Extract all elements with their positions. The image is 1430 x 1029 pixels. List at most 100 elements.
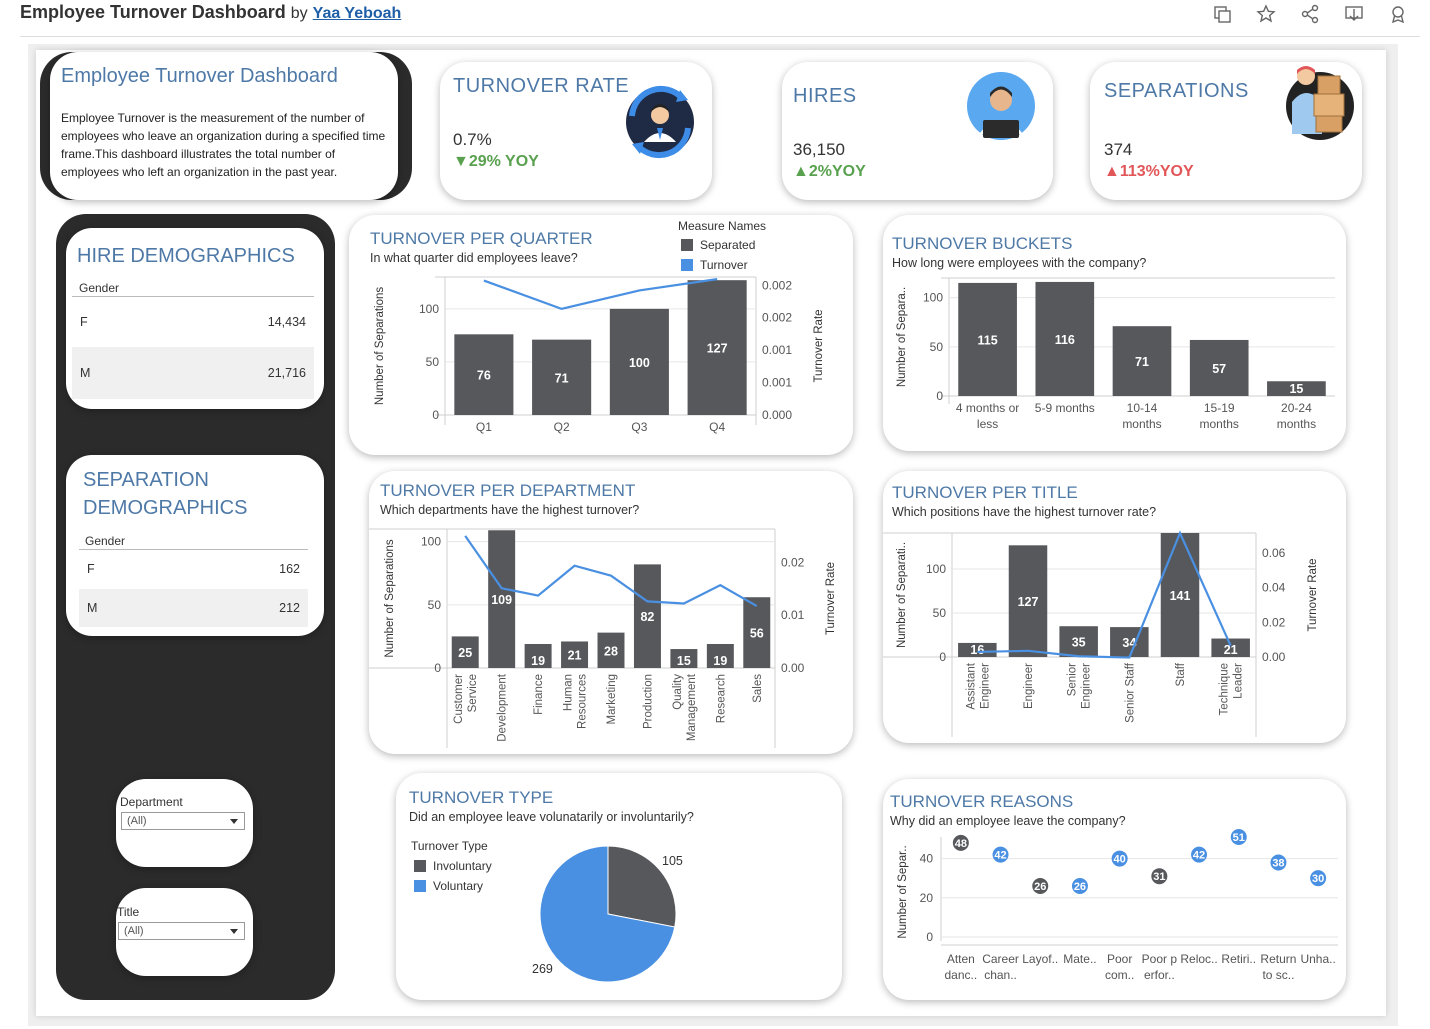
type-chart: 105 269 (532, 845, 683, 983)
x-tick-label: months (1122, 417, 1161, 431)
x-tick-label: Engineer (979, 663, 991, 709)
y2-tick-label: 0.001 (762, 376, 792, 390)
turnover-rate-line (483, 278, 718, 310)
quarter-legend-turnover: Turnover (700, 258, 748, 272)
x-tick-label: Customer (453, 674, 465, 724)
turnover-cycle-icon (626, 85, 694, 159)
title-chart-title: TURNOVER PER TITLE (892, 483, 1078, 502)
y2-tick-label: 0.04 (1262, 581, 1286, 595)
bar-value-label: 21 (1224, 643, 1238, 657)
type-legend-title: Turnover Type (411, 839, 488, 853)
x-tick-label: Poor p (1142, 952, 1178, 966)
bar (706, 643, 734, 668)
badge-icon[interactable] (1388, 4, 1408, 24)
table-row: F 162 (79, 550, 308, 588)
y-tick-label: 50 (933, 606, 947, 620)
buckets-chart: 0 50 100 Number of Separa.. 115 116 71 57 15 4 mo… (896, 277, 1335, 431)
bar-value-label: 56 (750, 627, 764, 641)
bar (454, 334, 514, 415)
y2-tick-label: 0.01 (781, 608, 805, 622)
hire-demographics-header: Gender (79, 281, 120, 295)
x-tick-label: Engineer (1081, 663, 1093, 709)
bar (743, 597, 771, 668)
title-filter-select[interactable]: (All) (118, 922, 245, 940)
bar (1008, 545, 1048, 657)
y-tick-label: 0 (434, 661, 441, 675)
y2-tick-label: 0.001 (762, 343, 792, 357)
kpi-hires-title: HIRES (793, 85, 857, 107)
type-legend-voluntary: Voluntary (433, 879, 484, 893)
kpi-separations-value: 374 (1104, 140, 1133, 159)
y-tick-label: 50 (428, 598, 442, 612)
x-tick-label: danc.. (944, 968, 977, 982)
y-tick-label: 100 (926, 562, 946, 576)
point-value-label: 31 (1153, 871, 1165, 883)
y2-tick-label: 0.02 (781, 555, 805, 569)
department-chart-title: TURNOVER PER DEPARTMENT (380, 481, 636, 500)
separation-gender-f-value: 162 (279, 562, 300, 576)
intro-card: Employee Turnover Dashboard Employee Tur… (50, 52, 398, 200)
x-tick-label: Q2 (554, 420, 570, 434)
y-tick-label: 50 (426, 355, 440, 369)
point-value-label: 42 (994, 850, 1006, 862)
point-value-label: 40 (1114, 854, 1126, 866)
hire-gender-m-label: M (80, 366, 91, 380)
author-link[interactable]: Yaa Yeboah (312, 5, 402, 22)
scatter-point (1032, 878, 1049, 895)
x-tick-label: Layof.. (1022, 952, 1058, 966)
scatter-point (952, 834, 969, 851)
bar (1267, 381, 1326, 396)
scatter-point (1071, 878, 1088, 895)
bar-value-label: 15 (1289, 382, 1303, 396)
y-axis-label: Number of Separ.. (897, 845, 909, 938)
separation-demographics-title-line1: SEPARATION (83, 469, 209, 491)
share-icon[interactable] (1300, 4, 1320, 24)
y-tick-label: 0 (936, 389, 943, 403)
x-tick-label: Marketing (606, 674, 618, 725)
kpi-turnover-rate-yoy: ▼29% YOY (453, 153, 539, 170)
separation-demographics-rule (79, 549, 308, 550)
x-tick-label: Mate.. (1063, 952, 1096, 966)
star-icon[interactable] (1256, 4, 1276, 24)
top-bar: Employee Turnover Dashboard by Yaa Yeboa… (0, 0, 1430, 37)
x-tick-label: Retiri.. (1221, 952, 1256, 966)
bar (1211, 638, 1250, 657)
bar (687, 280, 747, 415)
x-tick-label: com.. (1105, 968, 1134, 982)
x-tick-label: less (977, 417, 998, 431)
table-row: M 21,716 (72, 347, 314, 399)
copy-icon[interactable] (1212, 4, 1232, 24)
legend-swatch-involuntary (414, 860, 426, 872)
hire-demographics-card: HIRE DEMOGRAPHICS Gender F 14,434 M 21,7… (66, 228, 324, 409)
title-filter-card: Title (All) (116, 888, 253, 976)
separation-gender-m-label: M (87, 601, 98, 615)
department-filter-value: (All) (127, 815, 147, 827)
separation-gender-f-label: F (87, 562, 95, 576)
bar-value-label: 109 (491, 593, 512, 607)
bar (561, 641, 589, 668)
y-axis-label: Number of Separations (384, 539, 396, 658)
x-tick-label: 20-24 (1281, 401, 1312, 415)
download-icon[interactable] (1344, 4, 1364, 24)
viz-title-text: Employee Turnover Dashboard (20, 2, 286, 22)
bar-value-label: 15 (677, 654, 691, 668)
y-tick-label: 100 (923, 291, 943, 305)
scatter-point (1270, 854, 1287, 871)
department-filter-select[interactable]: (All) (121, 812, 245, 830)
bar (958, 642, 997, 657)
scatter-point (1310, 870, 1327, 887)
turnover-reasons-card: TURNOVER REASONS Why did an employee lea… (883, 779, 1346, 1000)
y2-tick-label: 0.000 (762, 408, 792, 422)
bar (670, 649, 698, 668)
x-tick-label: Career (982, 952, 1019, 966)
y-axis-label: Number of Separati.. (896, 542, 908, 648)
quarter-chart: 0 50 100 Number of Separations 76 71 100 127 Q1 Q… (374, 276, 825, 434)
x-tick-label: Q4 (709, 420, 725, 434)
bar (1112, 326, 1172, 396)
y2-tick-label: 0.06 (1262, 546, 1286, 560)
x-tick-label: 5-9 months (1035, 401, 1095, 415)
department-chart: 0 50 100 Number of Separations 25 109 19 21 28 82… (369, 528, 837, 748)
y-tick-label: 50 (930, 340, 944, 354)
bar (958, 282, 1017, 396)
x-tick-label: Development (497, 673, 509, 742)
